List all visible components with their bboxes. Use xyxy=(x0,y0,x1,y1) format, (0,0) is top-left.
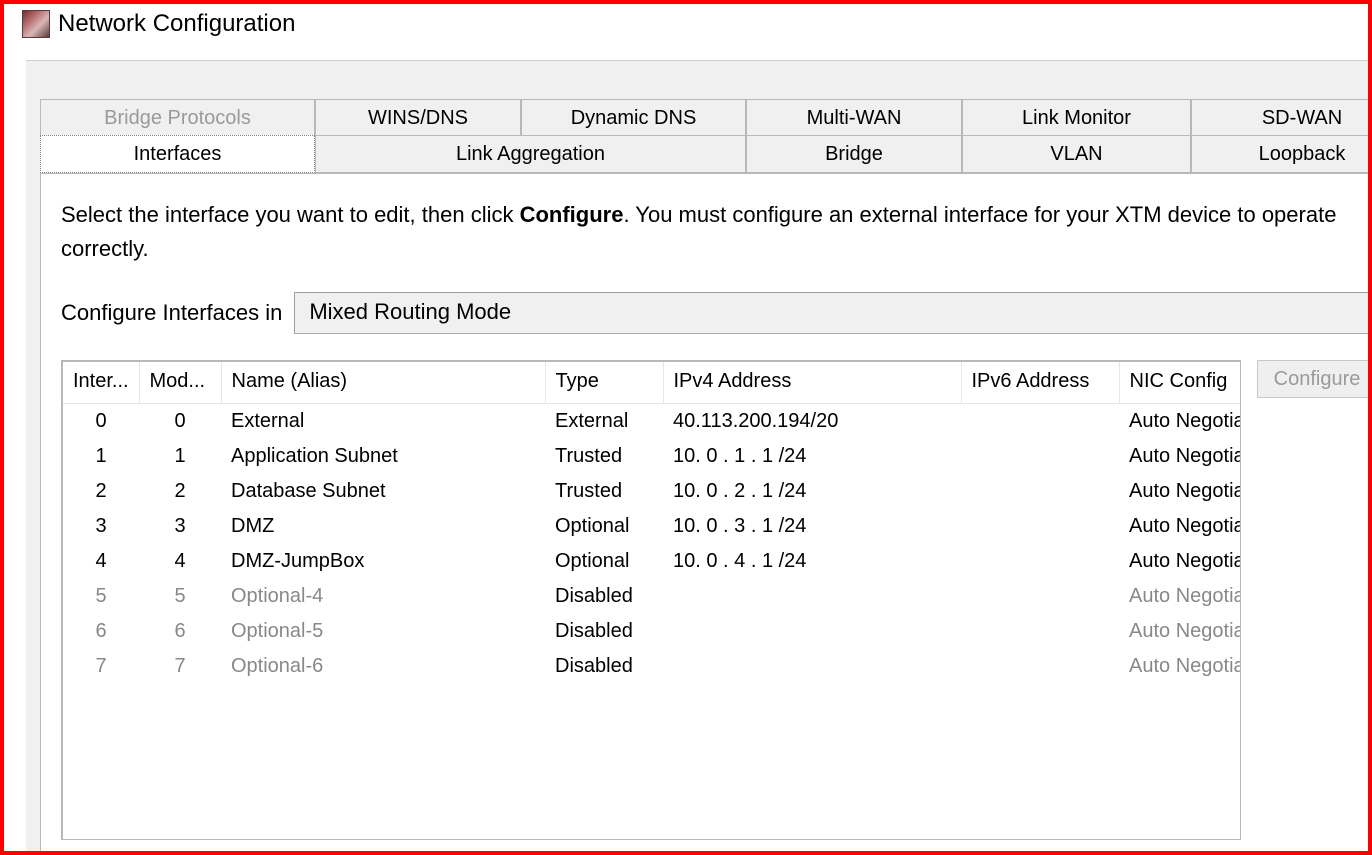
col-module[interactable]: Mod... xyxy=(139,362,221,404)
side-buttons: Configure xyxy=(1257,360,1372,398)
col-ipv6[interactable]: IPv6 Address xyxy=(961,362,1119,404)
tab-link-aggregation[interactable]: Link Aggregation xyxy=(315,135,746,173)
mode-label: Configure Interfaces in xyxy=(61,300,282,326)
configure-button[interactable]: Configure xyxy=(1257,360,1372,398)
interfaces-table: Inter... Mod... Name (Alias) Type IPv4 A… xyxy=(63,362,1241,684)
tab-link-monitor[interactable]: Link Monitor xyxy=(962,99,1191,137)
tab-bridge-protocols[interactable]: Bridge Protocols xyxy=(40,99,315,137)
tab-bridge[interactable]: Bridge xyxy=(746,135,962,173)
tab-interfaces[interactable]: Interfaces xyxy=(40,135,315,173)
col-nic[interactable]: NIC Config xyxy=(1119,362,1241,404)
tab-wins-dns[interactable]: WINS/DNS xyxy=(315,99,521,137)
window-title: Network Configuration xyxy=(58,10,295,38)
mode-select[interactable]: Mixed Routing Mode xyxy=(294,292,1372,334)
tab-container: Bridge ProtocolsWINS/DNSDynamic DNSMulti… xyxy=(40,99,1372,175)
table-row[interactable]: 11Application SubnetTrusted10. 0 . 1 . 1… xyxy=(63,439,1241,474)
table-row[interactable]: 55Optional-4DisabledAuto Negotiate xyxy=(63,579,1241,614)
instruction-bold: Configure xyxy=(520,202,624,227)
col-type[interactable]: Type xyxy=(545,362,663,404)
tab-dynamic-dns[interactable]: Dynamic DNS xyxy=(521,99,746,137)
table-area: Inter... Mod... Name (Alias) Type IPv4 A… xyxy=(61,360,1372,840)
table-header-row: Inter... Mod... Name (Alias) Type IPv4 A… xyxy=(63,362,1241,404)
tab-row-2: InterfacesLink AggregationBridgeVLANLoop… xyxy=(40,135,1372,173)
tab-row-1: Bridge ProtocolsWINS/DNSDynamic DNSMulti… xyxy=(40,99,1372,137)
mode-select-value: Mixed Routing Mode xyxy=(309,299,511,324)
table-row[interactable]: 44DMZ-JumpBoxOptional10. 0 . 4 . 1 /24Au… xyxy=(63,544,1241,579)
content-panel: Bridge ProtocolsWINS/DNSDynamic DNSMulti… xyxy=(26,60,1372,855)
table-row[interactable]: 33DMZOptional10. 0 . 3 . 1 /24Auto Negot… xyxy=(63,509,1241,544)
table-row[interactable]: 77Optional-6DisabledAuto Negotiate xyxy=(63,649,1241,684)
instruction-pre: Select the interface you want to edit, t… xyxy=(61,202,520,227)
tab-loopback[interactable]: Loopback xyxy=(1191,135,1372,173)
window-frame: Network Configuration Bridge ProtocolsWI… xyxy=(0,0,1372,855)
table-row[interactable]: 22Database SubnetTrusted10. 0 . 2 . 1 /2… xyxy=(63,474,1241,509)
tab-content: Select the interface you want to edit, t… xyxy=(40,173,1372,855)
tab-sd-wan[interactable]: SD-WAN xyxy=(1191,99,1372,137)
table-row[interactable]: 66Optional-5DisabledAuto Negotiate xyxy=(63,614,1241,649)
tab-vlan[interactable]: VLAN xyxy=(962,135,1191,173)
col-name[interactable]: Name (Alias) xyxy=(221,362,545,404)
tab-multi-wan[interactable]: Multi-WAN xyxy=(746,99,962,137)
mode-row: Configure Interfaces in Mixed Routing Mo… xyxy=(61,292,1372,334)
instruction-text: Select the interface you want to edit, t… xyxy=(61,198,1372,266)
title-bar: Network Configuration xyxy=(4,4,1368,48)
table-body: 00ExternalExternal40.113.200.194/20Auto … xyxy=(63,404,1241,685)
app-icon xyxy=(22,10,50,38)
col-interface[interactable]: Inter... xyxy=(63,362,139,404)
table-row[interactable]: 00ExternalExternal40.113.200.194/20Auto … xyxy=(63,404,1241,440)
col-ipv4[interactable]: IPv4 Address xyxy=(663,362,961,404)
interfaces-grid[interactable]: Inter... Mod... Name (Alias) Type IPv4 A… xyxy=(61,360,1241,840)
